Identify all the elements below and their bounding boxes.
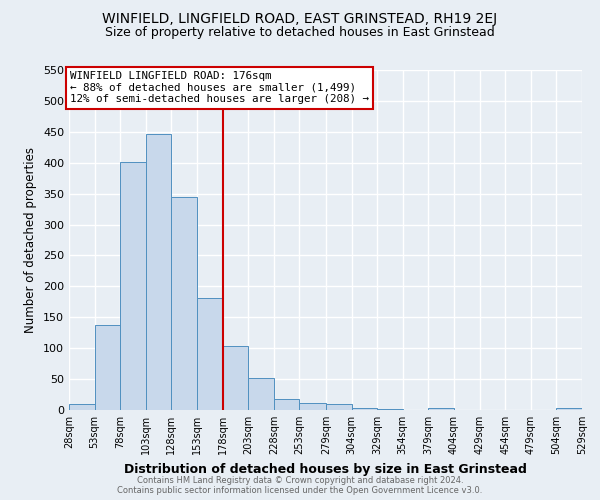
Bar — [223, 346, 248, 410]
Bar — [172, 196, 197, 410]
Bar — [146, 134, 172, 410]
Text: Size of property relative to detached houses in East Grinstead: Size of property relative to detached ho… — [105, 26, 495, 39]
Text: WINFIELD, LINGFIELD ROAD, EAST GRINSTEAD, RH19 2EJ: WINFIELD, LINGFIELD ROAD, EAST GRINSTEAD… — [103, 12, 497, 26]
Bar — [352, 408, 377, 410]
Bar — [274, 400, 299, 410]
Text: WINFIELD LINGFIELD ROAD: 176sqm
← 88% of detached houses are smaller (1,499)
12%: WINFIELD LINGFIELD ROAD: 176sqm ← 88% of… — [70, 71, 369, 104]
Bar — [326, 404, 352, 410]
Text: Contains HM Land Registry data © Crown copyright and database right 2024.: Contains HM Land Registry data © Crown c… — [137, 476, 463, 485]
Bar — [95, 326, 120, 410]
Text: Contains public sector information licensed under the Open Government Licence v3: Contains public sector information licen… — [118, 486, 482, 495]
Bar — [69, 404, 95, 410]
Bar — [299, 403, 326, 410]
Bar — [248, 378, 274, 410]
Bar — [556, 408, 582, 410]
Bar — [197, 298, 223, 410]
Bar — [120, 162, 146, 410]
Bar — [428, 408, 454, 410]
X-axis label: Distribution of detached houses by size in East Grinstead: Distribution of detached houses by size … — [124, 462, 527, 475]
Y-axis label: Number of detached properties: Number of detached properties — [25, 147, 37, 333]
